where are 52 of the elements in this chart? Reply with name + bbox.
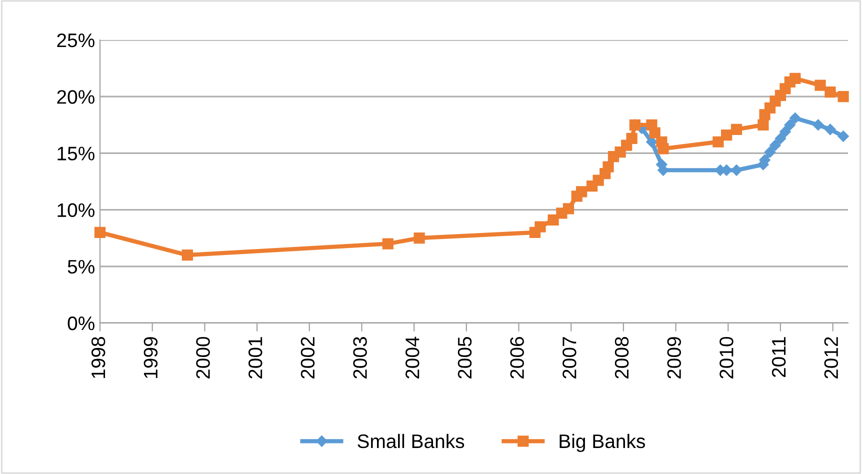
x-tick-label: 1998: [91, 337, 106, 378]
point: [784, 119, 796, 131]
point: [730, 124, 742, 135]
point: [790, 72, 801, 84]
point: [534, 221, 546, 232]
y-tick-label: 20%: [57, 90, 94, 104]
point: [812, 119, 824, 131]
point: [382, 238, 394, 250]
y-tick-label: 0%: [68, 316, 94, 330]
point: [576, 186, 588, 198]
point: [838, 130, 849, 142]
point: [602, 161, 614, 172]
x-tick-label: 2006: [510, 337, 524, 378]
y-tick-label: 10%: [58, 203, 94, 218]
point: [758, 119, 769, 130]
point: [182, 250, 193, 261]
point: [790, 112, 801, 124]
x-tick-label: 2002: [300, 337, 315, 378]
point: [780, 126, 791, 138]
point: [649, 127, 660, 138]
point: [626, 132, 638, 144]
point: [814, 80, 826, 91]
point: [414, 232, 425, 244]
legend-label: Big Banks: [560, 434, 645, 452]
x-tick-label: 2001: [248, 337, 262, 378]
x-tick-label: 2005: [458, 337, 472, 378]
point: [770, 140, 781, 151]
point: [824, 124, 836, 136]
y-tick-label: 5%: [68, 260, 94, 274]
x-tick-label: 2011: [772, 337, 786, 378]
point: [838, 91, 849, 102]
x-tick-label: 2012: [824, 337, 838, 378]
point: [712, 136, 724, 148]
point: [764, 146, 776, 158]
point: [94, 226, 106, 238]
point: [721, 130, 732, 141]
x-tick-label: 2007: [562, 337, 576, 378]
x-tick-label: 2010: [720, 336, 734, 378]
y-tick-label: 15%: [58, 146, 94, 160]
point: [548, 214, 559, 226]
x-tick-label: 2008: [614, 337, 629, 378]
x-tick-label: 2009: [667, 337, 682, 378]
point: [774, 132, 786, 144]
x-tick-label: 2003: [353, 337, 367, 378]
point: [562, 203, 574, 214]
x-tick-label: 2000: [196, 336, 210, 378]
x-tick-label: 1999: [144, 337, 158, 378]
y-tick-label: 25%: [57, 33, 94, 48]
legend-label: Small Banks: [358, 434, 464, 448]
point: [658, 143, 669, 154]
point: [824, 86, 836, 98]
x-tick-label: 2004: [406, 336, 420, 378]
